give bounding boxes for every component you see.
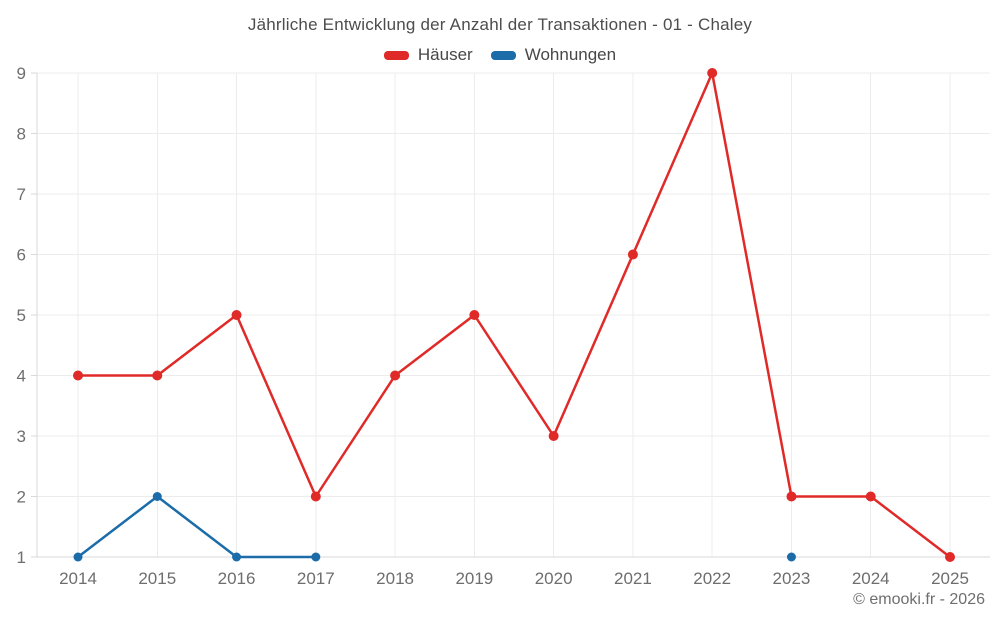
- y-tick-label: 5: [17, 306, 26, 325]
- series-line: [78, 71, 951, 558]
- x-tick-label: 2025: [931, 569, 969, 588]
- legend-label-haeuser: Häuser: [417, 45, 473, 64]
- y-tick-label: 1: [17, 548, 26, 567]
- data-point[interactable]: [152, 492, 162, 501]
- y-tick-label: 3: [17, 427, 26, 446]
- data-point[interactable]: [786, 491, 797, 502]
- x-tick-label: 2017: [297, 569, 335, 588]
- y-tick-label: 2: [17, 488, 26, 507]
- legend: Häuser Wohnungen: [0, 45, 1000, 65]
- data-point[interactable]: [73, 370, 83, 381]
- grid-lines: [37, 72, 990, 558]
- data-point[interactable]: [231, 310, 242, 320]
- legend-item-haeuser[interactable]: Häuser: [383, 45, 473, 65]
- axis-tick-labels: 1 2 3 4 5 6 7 8 9 2014 2015 2016 2017 2018 2019 2020 202…: [17, 64, 969, 588]
- y-tick-label: 4: [17, 367, 26, 386]
- copyright-text: © emooki.fr - 2026: [853, 591, 985, 608]
- x-tick-label: 2015: [138, 569, 176, 588]
- y-tick-label: 7: [17, 185, 26, 204]
- legend-swatch-haeuser-icon: [383, 50, 409, 60]
- data-point[interactable]: [311, 552, 321, 562]
- x-tick-label: 2016: [218, 569, 256, 588]
- x-tick-label: 2019: [455, 569, 493, 588]
- x-tick-label: 2018: [376, 569, 414, 588]
- series-wohnungen: [73, 492, 796, 562]
- data-point[interactable]: [390, 370, 401, 381]
- data-point[interactable]: [232, 552, 242, 562]
- data-point[interactable]: [945, 552, 955, 562]
- data-point[interactable]: [707, 68, 718, 78]
- legend-swatch-wohnungen-icon: [490, 50, 516, 60]
- x-tick-label: 2021: [614, 569, 652, 588]
- x-tick-label: 2020: [535, 569, 573, 588]
- data-point[interactable]: [548, 431, 559, 441]
- x-tick-label: 2014: [59, 569, 97, 588]
- data-point[interactable]: [152, 370, 163, 381]
- x-tick-label: 2022: [693, 569, 731, 588]
- data-point[interactable]: [73, 552, 83, 562]
- data-point[interactable]: [469, 310, 480, 320]
- data-point[interactable]: [627, 249, 638, 260]
- x-tick-label: 2024: [852, 569, 890, 588]
- y-tick-label: 9: [17, 64, 26, 83]
- axes: [31, 72, 990, 558]
- legend-label-wohnungen: Wohnungen: [524, 45, 617, 64]
- data-point[interactable]: [786, 552, 796, 562]
- legend-item-wohnungen[interactable]: Wohnungen: [490, 45, 617, 65]
- series-line: [77, 495, 316, 559]
- data-point[interactable]: [310, 491, 321, 502]
- y-tick-label: 8: [17, 125, 26, 144]
- x-tick-label: 2023: [773, 569, 811, 588]
- data-point[interactable]: [865, 491, 876, 502]
- chart-title: Jährliche Entwicklung der Anzahl der Tra…: [247, 15, 753, 34]
- y-tick-label: 6: [17, 246, 26, 265]
- series-haeuser: [73, 68, 955, 562]
